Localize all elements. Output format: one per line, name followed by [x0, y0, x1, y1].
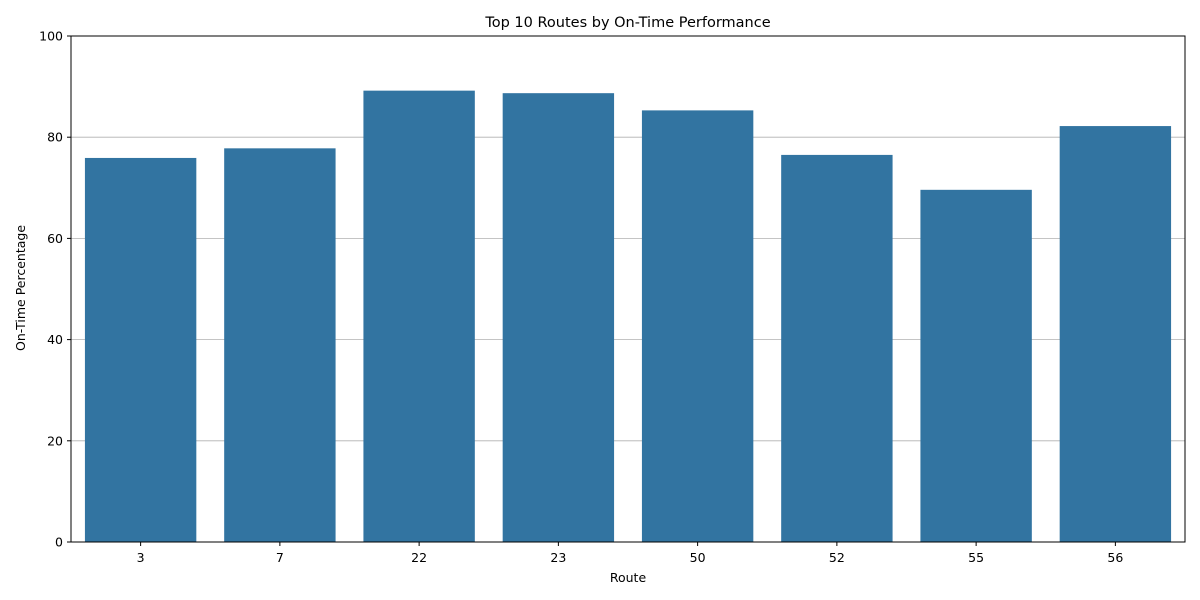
bar-route-3	[84, 157, 197, 543]
x-tick-label: 7	[276, 550, 284, 565]
x-axis-label: Route	[610, 570, 647, 585]
x-tick-label: 55	[968, 550, 984, 565]
x-axis-ticks: 3 7 22 23 50 52 55 56	[137, 542, 1123, 565]
y-tick-label: 20	[47, 433, 63, 448]
x-tick-label: 23	[550, 550, 566, 565]
y-tick-label: 40	[47, 332, 63, 347]
y-tick-label: 0	[55, 535, 63, 550]
bar-route-22	[363, 90, 475, 542]
bar-route-7	[224, 148, 336, 542]
bar-route-55	[920, 189, 1032, 542]
y-tick-label: 80	[47, 130, 63, 145]
y-axis-label: On-Time Percentage	[13, 225, 28, 351]
x-tick-label: 50	[690, 550, 706, 565]
chart-title: Top 10 Routes by On-Time Performance	[484, 15, 770, 31]
x-tick-label: 52	[829, 550, 845, 565]
y-axis-ticks: 0 20 40 60 80 100	[39, 29, 71, 550]
x-tick-label: 3	[137, 550, 145, 565]
y-tick-label: 60	[47, 231, 63, 246]
x-tick-label: 22	[411, 550, 427, 565]
x-tick-label: 56	[1107, 550, 1123, 565]
bar-route-56	[1059, 126, 1172, 543]
bar-route-23	[502, 93, 615, 542]
bar-route-50	[641, 110, 754, 542]
y-tick-label: 100	[39, 29, 63, 44]
plot-frame	[70, 35, 1186, 543]
bars	[84, 90, 1172, 543]
bar-route-52	[781, 154, 893, 542]
